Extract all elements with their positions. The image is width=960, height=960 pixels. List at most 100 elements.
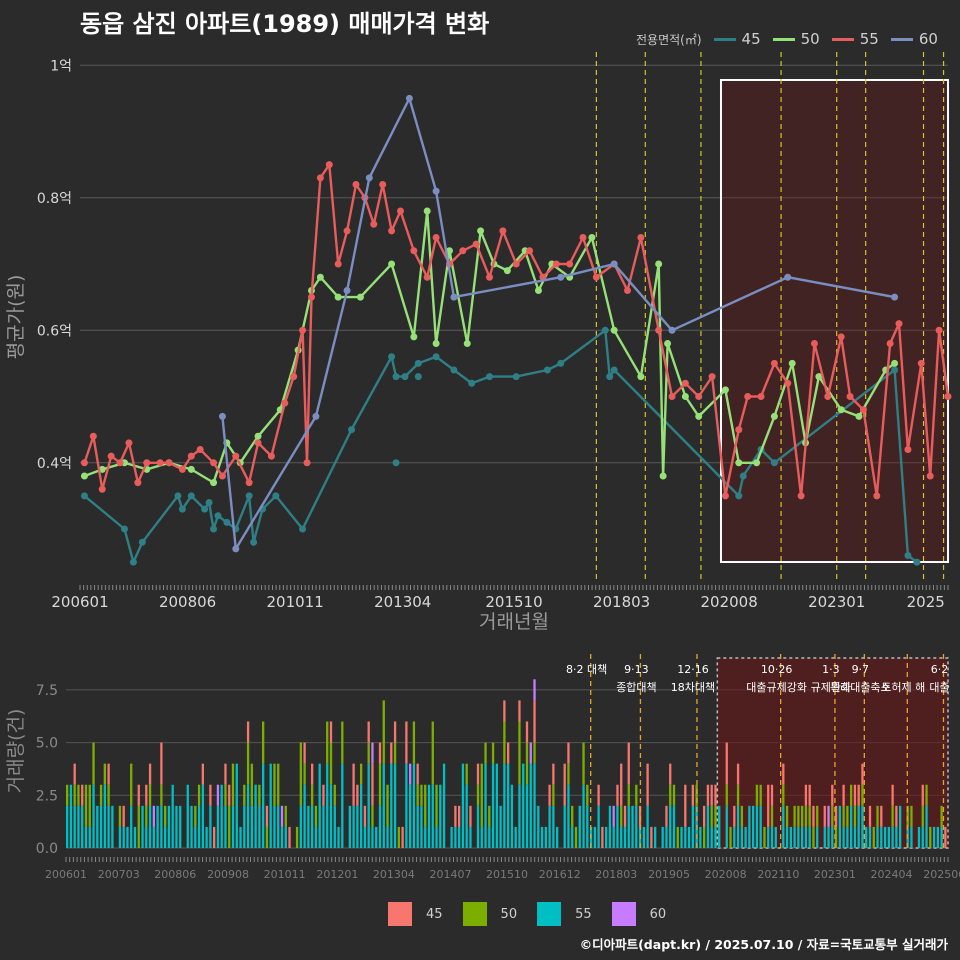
bar-legend-item-55: 55	[537, 902, 592, 926]
bar-segment-50	[850, 784, 853, 806]
data-point-55	[472, 240, 480, 248]
data-point-55	[80, 459, 88, 467]
bar-segment-55	[216, 805, 220, 848]
bar-segment-45	[367, 721, 370, 743]
bar-segment-50	[695, 784, 698, 806]
data-point-55	[423, 273, 431, 281]
legend-swatch-55	[831, 37, 854, 41]
bar-segment-50	[714, 805, 717, 827]
bar-segment-55	[917, 826, 921, 848]
bar-segment-50	[99, 784, 103, 806]
bar-segment-55	[130, 805, 133, 848]
bar-segment-45	[371, 763, 374, 806]
bar-segment-55	[710, 826, 713, 848]
bar-segment-55	[838, 805, 841, 848]
bar-legend-item-50: 50	[462, 902, 517, 926]
bar-segment-45	[356, 784, 359, 806]
data-point-55	[935, 326, 943, 334]
bar-segment-55	[853, 826, 857, 848]
bar-segment-50	[333, 784, 336, 806]
bar-segment-50	[231, 763, 235, 806]
data-point-50	[681, 393, 689, 400]
data-point-45	[432, 353, 440, 361]
data-point-50	[423, 207, 431, 215]
policy-date-label: 8·2 대책	[566, 663, 607, 676]
bar-segment-55	[246, 784, 250, 848]
bar-segment-55	[360, 784, 363, 848]
data-point-60	[610, 260, 618, 268]
bar-segment-55	[450, 826, 453, 848]
bar-segment-45	[458, 805, 461, 827]
bar-segment-50	[676, 826, 679, 848]
bar-segment-55	[910, 826, 913, 848]
bar-segment-50	[488, 805, 491, 827]
data-point-45	[401, 373, 409, 381]
bar-segment-50	[382, 700, 385, 764]
bar-segment-55	[665, 826, 668, 848]
bar-segment-55	[706, 805, 710, 848]
bar-segment-55	[616, 805, 619, 848]
chart-title: 동읍 삼진 아파트(1989) 매매가격 변화	[80, 10, 490, 38]
data-point-50	[210, 479, 218, 487]
bar-segment-55	[171, 784, 174, 848]
bar-segment-45	[620, 763, 623, 806]
bar-segment-45	[224, 763, 227, 785]
bar-x-tick-label: 201905	[648, 868, 690, 881]
bar-segment-55	[925, 805, 928, 848]
bar-segment-45	[73, 763, 76, 785]
bar-segment-50	[782, 784, 785, 806]
bar-segment-45	[137, 784, 140, 806]
bar-legend-box-60	[611, 902, 636, 926]
bar-segment-45	[684, 784, 687, 827]
bar-segment-50	[518, 721, 521, 785]
bar-segment-55	[932, 826, 936, 848]
bar-segment-55	[578, 805, 581, 848]
bar-segment-55	[503, 763, 506, 848]
bar-segment-50	[258, 784, 261, 806]
bar-segment-55	[122, 826, 125, 848]
data-point-50	[388, 260, 396, 268]
bar-segment-45	[623, 805, 627, 827]
bar-segment-50	[834, 826, 838, 848]
bar-segment-45	[767, 784, 770, 827]
bar-segment-55	[280, 826, 284, 848]
bar-segment-55	[431, 784, 434, 848]
bar-segment-50	[92, 742, 95, 785]
bar-segment-55	[605, 826, 608, 848]
bar-segment-45	[706, 784, 710, 806]
bar-segment-45	[782, 763, 785, 785]
bar-segment-45	[311, 763, 314, 785]
policy-date-label: 6·2	[931, 663, 949, 676]
bar-legend-item-60: 60	[611, 902, 666, 926]
data-point-50	[254, 432, 262, 440]
bar-segment-55	[887, 826, 890, 848]
data-point-55	[325, 161, 333, 169]
x-tick-label: 202301	[808, 593, 865, 611]
data-point-55	[810, 340, 818, 347]
bar-segment-55	[718, 805, 721, 848]
data-point-55	[837, 333, 845, 341]
data-point-55	[668, 393, 676, 400]
bar-segment-50	[491, 742, 495, 764]
bar-segment-55	[684, 826, 687, 848]
bar-segment-45	[669, 763, 672, 785]
data-point-50	[503, 267, 511, 275]
bar-segment-50	[412, 721, 416, 764]
legend-swatch-60	[890, 37, 913, 41]
bar-segment-50	[755, 784, 759, 806]
bar-segment-55	[269, 763, 272, 848]
bar-segment-55	[329, 784, 333, 848]
bar-segment-50	[740, 805, 743, 827]
bar-segment-50	[804, 805, 808, 827]
data-point-50	[316, 273, 324, 281]
data-point-55	[757, 393, 765, 400]
bar-segment-55	[186, 784, 189, 848]
bar-segment-45	[812, 805, 815, 827]
data-point-50	[721, 386, 729, 394]
bar-y-tick-label: 2.5	[36, 788, 58, 804]
bar-segment-45	[597, 784, 600, 806]
bar-y-tick-label: 0.0	[36, 841, 58, 857]
highlight-region	[719, 79, 949, 563]
bar-segment-50	[729, 826, 732, 848]
bar-segment-55	[571, 826, 574, 848]
